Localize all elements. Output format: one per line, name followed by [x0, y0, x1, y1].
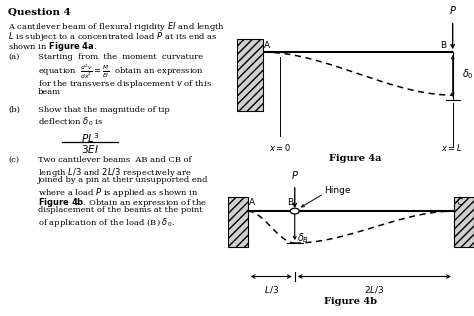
Text: $L/3$: $L/3$ — [264, 284, 279, 295]
Text: length $L/3$ and $2L/3$ respectively are: length $L/3$ and $2L/3$ respectively are — [38, 166, 192, 179]
Text: $P$: $P$ — [291, 168, 299, 180]
Text: Starting  from  the  moment  curvature: Starting from the moment curvature — [38, 53, 203, 61]
Text: shown in $\mathbf{Figure\ 4a}$.: shown in $\mathbf{Figure\ 4a}$. — [8, 40, 97, 53]
Text: $2L/3$: $2L/3$ — [364, 284, 385, 295]
Text: Two cantilever beams  AB and CB of: Two cantilever beams AB and CB of — [38, 156, 191, 164]
Bar — [228, 197, 248, 247]
Text: beam: beam — [38, 88, 61, 96]
Text: $L$ is subject to a concentrated load $P$ at its end as: $L$ is subject to a concentrated load $P… — [8, 30, 218, 43]
Text: $x=L$: $x=L$ — [441, 142, 463, 153]
Text: (c): (c) — [8, 156, 19, 164]
Text: C: C — [456, 198, 462, 207]
Circle shape — [290, 208, 299, 214]
Text: for the transverse displacement $v$ of this: for the transverse displacement $v$ of t… — [38, 78, 212, 90]
Text: where a load $P$ is applied as shown in: where a load $P$ is applied as shown in — [38, 186, 199, 199]
Text: B: B — [287, 198, 293, 207]
Text: Figure 4b: Figure 4b — [324, 297, 377, 306]
Text: $PL^3$: $PL^3$ — [81, 131, 100, 145]
Text: A: A — [264, 41, 270, 50]
Text: $3EI$: $3EI$ — [81, 143, 99, 155]
Text: A cantilever beam of flexural rigidity $EI$ and length: A cantilever beam of flexural rigidity $… — [8, 20, 225, 33]
Text: $\delta_B$: $\delta_B$ — [297, 231, 309, 245]
Text: Figure 4a: Figure 4a — [329, 154, 382, 163]
Text: of application of the load (B) $\delta_0$.: of application of the load (B) $\delta_0… — [38, 216, 175, 229]
Text: joined by a pin at their unsupported end: joined by a pin at their unsupported end — [38, 176, 209, 184]
Text: $x=0$: $x=0$ — [269, 142, 291, 153]
Text: (a): (a) — [8, 53, 19, 61]
Text: (b): (b) — [8, 106, 20, 114]
Text: Question 4: Question 4 — [8, 8, 71, 17]
Text: $P$: $P$ — [449, 4, 456, 16]
Text: Hinge: Hinge — [324, 186, 350, 195]
Bar — [454, 197, 474, 247]
Text: $\mathbf{Figure\ 4b}$. Obtain an expression of the: $\mathbf{Figure\ 4b}$. Obtain an express… — [38, 196, 207, 209]
Text: equation  $\frac{d^2v}{dx^2} = \frac{M}{EI}$  obtain an expression: equation $\frac{d^2v}{dx^2} = \frac{M}{E… — [38, 63, 204, 81]
Text: B: B — [441, 41, 447, 50]
Text: displacement of the beams at the point: displacement of the beams at the point — [38, 206, 202, 214]
Text: A: A — [249, 198, 255, 207]
Text: $\delta_0$: $\delta_0$ — [462, 67, 474, 81]
Text: Show that the magnitude of tip: Show that the magnitude of tip — [38, 106, 170, 114]
Bar — [237, 40, 263, 111]
Text: deflection $\delta_0$ is: deflection $\delta_0$ is — [38, 116, 103, 129]
